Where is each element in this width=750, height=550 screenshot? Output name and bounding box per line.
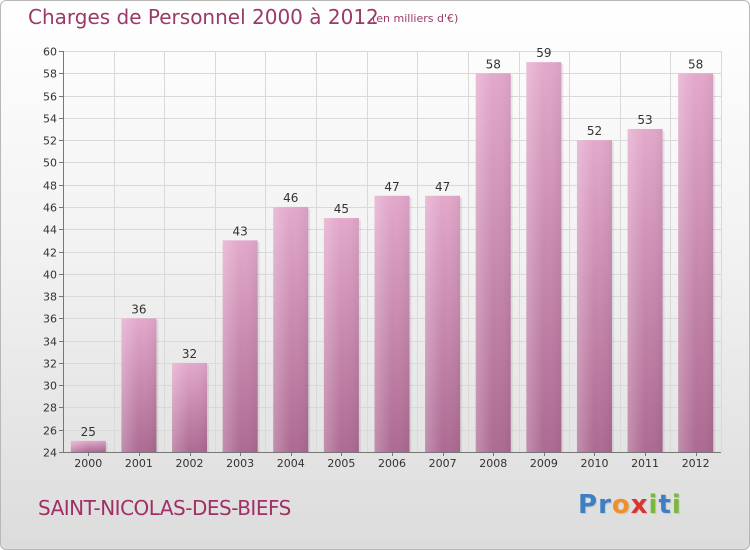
x-tick-label: 2012 [682,457,710,470]
y-tick-label: 46 [43,202,57,215]
y-tick-label: 24 [43,447,57,460]
bar-highlight [526,62,562,453]
data-label: 25 [81,425,96,439]
y-tick-label: 50 [43,157,57,170]
data-label: 47 [384,180,399,194]
x-tick-label: 2001 [125,457,153,470]
x-tick-label: 2007 [429,457,457,470]
chart-subtitle: (en milliers d'€) [372,12,459,25]
data-label: 46 [283,191,298,205]
x-tick-label: 2006 [378,457,406,470]
y-tick-label: 34 [43,336,57,349]
commune-name: SAINT-NICOLAS-DES-BIEFS [38,496,291,520]
bar-highlight [70,440,106,452]
x-tick-label: 2009 [530,457,558,470]
data-label: 36 [131,302,146,316]
y-tick-label: 52 [43,135,57,148]
x-tick-label: 2003 [226,457,254,470]
data-label: 52 [587,124,602,138]
y-tick-label: 38 [43,291,57,304]
bar-highlight [121,318,157,452]
bar-highlight [576,140,612,452]
y-tick-label: 28 [43,402,57,415]
y-tick-label: 44 [43,224,57,237]
x-tick-label: 2000 [74,457,102,470]
data-label: 58 [688,57,703,71]
y-tick-label: 40 [43,269,57,282]
bar-highlight [374,195,410,453]
logo-letter: x [630,490,649,520]
bars: 25 36 32 43 46 45 47 47 58 59 52 53 58 [70,46,716,453]
y-tick-label: 36 [43,313,57,326]
bar-highlight [172,362,208,452]
data-label: 58 [486,57,501,71]
y-tick-label: 30 [43,380,57,393]
bar-highlight [627,128,663,452]
y-tick-label: 26 [43,425,57,438]
logo-letter: r [598,490,612,520]
bar-highlight [678,73,714,453]
bar-highlight [475,73,511,453]
y-tick-label: 54 [43,113,57,126]
bar-highlight [425,195,461,453]
y-tick-label: 48 [43,180,57,193]
logo-letter: i [648,490,659,520]
data-label: 32 [182,347,197,361]
bar-highlight [323,218,359,452]
x-tick-label: 2004 [277,457,305,470]
proxiti-logo[interactable]: Proxiti [578,490,682,520]
y-tick-label: 58 [43,68,57,81]
data-label: 43 [233,224,248,238]
data-label: 45 [334,202,349,216]
data-label: 47 [435,180,450,194]
y-tick-label: 42 [43,247,57,260]
bar-highlight [222,240,258,452]
logo-letter: i [671,490,682,520]
data-label: 59 [536,46,551,60]
chart-title: Charges de Personnel 2000 à 2012 [28,5,379,29]
data-label: 53 [637,113,652,127]
x-tick-label: 2005 [327,457,355,470]
logo-letter: t [658,490,672,520]
y-tick-label: 60 [43,46,57,59]
x-tick-label: 2010 [580,457,608,470]
bar-highlight [273,206,309,452]
y-tick-label: 56 [43,91,57,104]
x-tick-label: 2008 [479,457,507,470]
x-tick-label: 2011 [631,457,659,470]
logo-letter: P [578,490,599,520]
y-tick-label: 32 [43,358,57,371]
logo-letter: o [611,490,631,520]
x-tick-label: 2002 [176,457,204,470]
axes: 24 26 28 30 32 34 36 38 40 42 44 46 48 50 52 54 56 58 60 20… [43,46,721,470]
